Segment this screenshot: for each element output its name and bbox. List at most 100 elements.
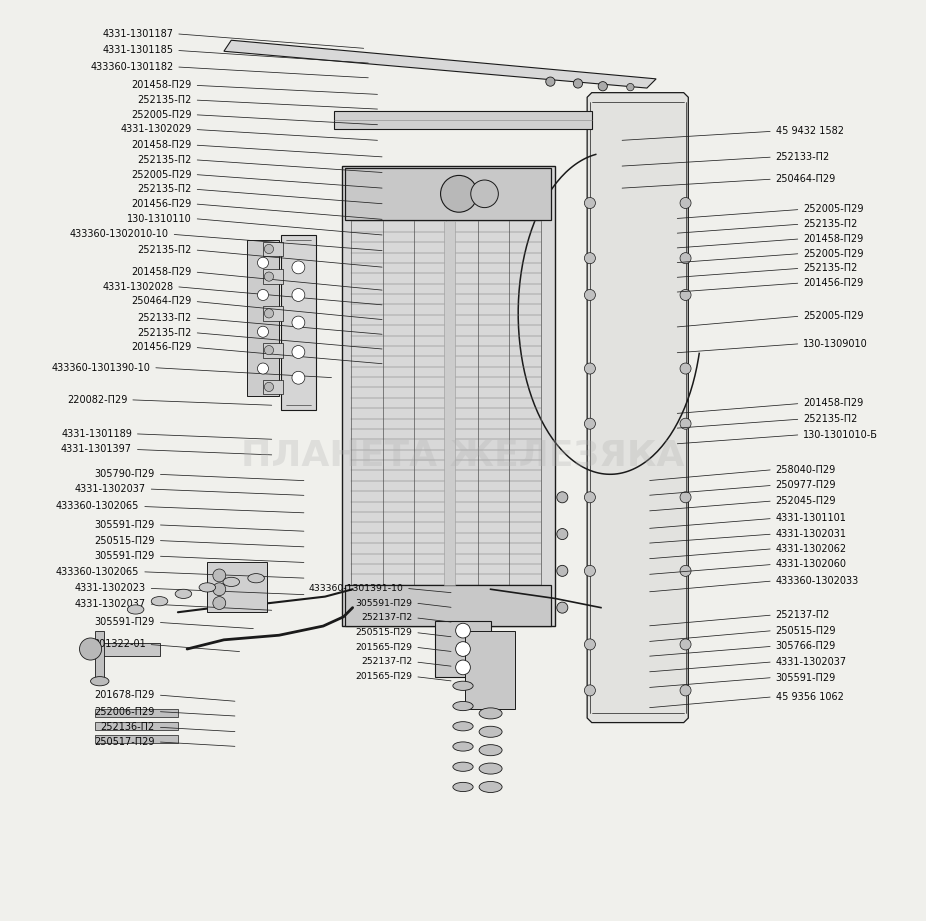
Circle shape	[257, 289, 269, 300]
Text: 305790-П29: 305790-П29	[94, 470, 155, 479]
Text: 201456-П29: 201456-П29	[131, 199, 192, 209]
Text: 252137-П2: 252137-П2	[776, 610, 830, 620]
Text: 4331-1302023: 4331-1302023	[75, 583, 145, 593]
Ellipse shape	[557, 602, 568, 613]
Circle shape	[213, 569, 226, 582]
Circle shape	[680, 418, 691, 429]
Bar	[345, 168, 551, 219]
Circle shape	[470, 180, 498, 207]
Circle shape	[292, 316, 305, 329]
Bar	[263, 343, 282, 357]
Text: 252005-П29: 252005-П29	[803, 204, 864, 215]
Text: 433360-1301182: 433360-1301182	[90, 62, 173, 72]
Bar	[95, 735, 178, 743]
Circle shape	[80, 638, 102, 660]
Text: 433360-1302010-10: 433360-1302010-10	[69, 229, 169, 239]
Text: 4331-1301397: 4331-1301397	[61, 445, 131, 454]
Text: 433360-1301391-10: 433360-1301391-10	[308, 584, 403, 593]
Circle shape	[584, 363, 595, 374]
Text: 433360-1302033: 433360-1302033	[776, 576, 859, 586]
Ellipse shape	[128, 605, 144, 614]
Text: 252137-П2: 252137-П2	[361, 658, 412, 667]
Circle shape	[264, 272, 273, 281]
Circle shape	[292, 261, 305, 274]
Text: 201678-П29: 201678-П29	[94, 690, 155, 700]
Text: 252133-П2: 252133-П2	[776, 152, 830, 162]
Ellipse shape	[151, 597, 168, 606]
Ellipse shape	[453, 763, 473, 771]
Bar	[444, 221, 455, 585]
Circle shape	[573, 79, 582, 88]
Circle shape	[264, 309, 273, 318]
Circle shape	[584, 639, 595, 650]
Text: 252005-П29: 252005-П29	[131, 169, 192, 180]
Text: 130-1301010-Б: 130-1301010-Б	[803, 430, 878, 439]
Polygon shape	[224, 41, 657, 88]
Text: 305591-П29: 305591-П29	[776, 672, 836, 682]
Ellipse shape	[223, 577, 240, 587]
Ellipse shape	[453, 782, 473, 791]
Text: 130-1310110: 130-1310110	[127, 214, 192, 224]
Text: 4331-1302037: 4331-1302037	[75, 484, 145, 494]
Text: 4331-1302037: 4331-1302037	[75, 599, 145, 609]
Bar	[207, 562, 267, 612]
Text: 252133-П2: 252133-П2	[137, 313, 192, 323]
Text: 45 9432 1582: 45 9432 1582	[776, 126, 844, 136]
Circle shape	[680, 363, 691, 374]
Circle shape	[292, 345, 305, 358]
Text: 201458-П29: 201458-П29	[131, 140, 192, 150]
Ellipse shape	[479, 727, 502, 738]
Bar	[465, 631, 516, 709]
Ellipse shape	[557, 529, 568, 540]
Circle shape	[680, 252, 691, 263]
Circle shape	[264, 345, 273, 355]
Text: 201565-П29: 201565-П29	[356, 643, 412, 652]
Ellipse shape	[199, 583, 216, 592]
Bar	[435, 622, 491, 677]
Circle shape	[456, 660, 470, 675]
Circle shape	[292, 288, 305, 301]
Text: 258040-П29: 258040-П29	[776, 465, 836, 474]
Circle shape	[264, 382, 273, 391]
Text: ПЛАНЕТА ЖЕЛЕЗЯКА: ПЛАНЕТА ЖЕЛЕЗЯКА	[242, 439, 684, 472]
Circle shape	[680, 289, 691, 300]
Text: 252005-П29: 252005-П29	[803, 249, 864, 259]
Text: 4331-1302060: 4331-1302060	[776, 559, 846, 569]
Text: 201458-П29: 201458-П29	[131, 267, 192, 277]
Bar	[95, 631, 105, 682]
Text: 201456-П29: 201456-П29	[803, 278, 864, 288]
Bar	[263, 269, 282, 284]
Text: 305591-П29: 305591-П29	[94, 617, 155, 627]
Circle shape	[584, 565, 595, 577]
Circle shape	[456, 642, 470, 657]
Text: 250464-П29: 250464-П29	[131, 297, 192, 307]
Text: 201458-П29: 201458-П29	[803, 399, 864, 409]
Text: 252135-П2: 252135-П2	[803, 219, 857, 229]
Circle shape	[680, 197, 691, 208]
Bar	[345, 585, 551, 626]
Bar	[91, 643, 159, 657]
Circle shape	[584, 418, 595, 429]
Text: 4331-1302028: 4331-1302028	[102, 282, 173, 292]
Bar	[263, 379, 282, 394]
Text: 252135-П2: 252135-П2	[137, 155, 192, 165]
Ellipse shape	[557, 492, 568, 503]
Text: 305591-П29: 305591-П29	[356, 599, 412, 608]
Text: 45 9356 1062: 45 9356 1062	[776, 692, 844, 702]
Circle shape	[680, 685, 691, 696]
Text: 433360-1302065: 433360-1302065	[56, 501, 139, 511]
Circle shape	[545, 77, 555, 87]
Circle shape	[213, 597, 226, 610]
Circle shape	[264, 244, 273, 253]
Text: 252045-П29: 252045-П29	[776, 496, 836, 506]
Circle shape	[257, 363, 269, 374]
Text: 252135-П2: 252135-П2	[137, 184, 192, 194]
Ellipse shape	[453, 702, 473, 711]
Text: 252135-П2: 252135-П2	[137, 245, 192, 255]
Polygon shape	[587, 93, 688, 723]
Text: 250977-П29: 250977-П29	[776, 481, 836, 490]
Bar	[95, 722, 178, 730]
Circle shape	[584, 197, 595, 208]
Ellipse shape	[453, 682, 473, 691]
Text: 252135-П2: 252135-П2	[803, 263, 857, 274]
